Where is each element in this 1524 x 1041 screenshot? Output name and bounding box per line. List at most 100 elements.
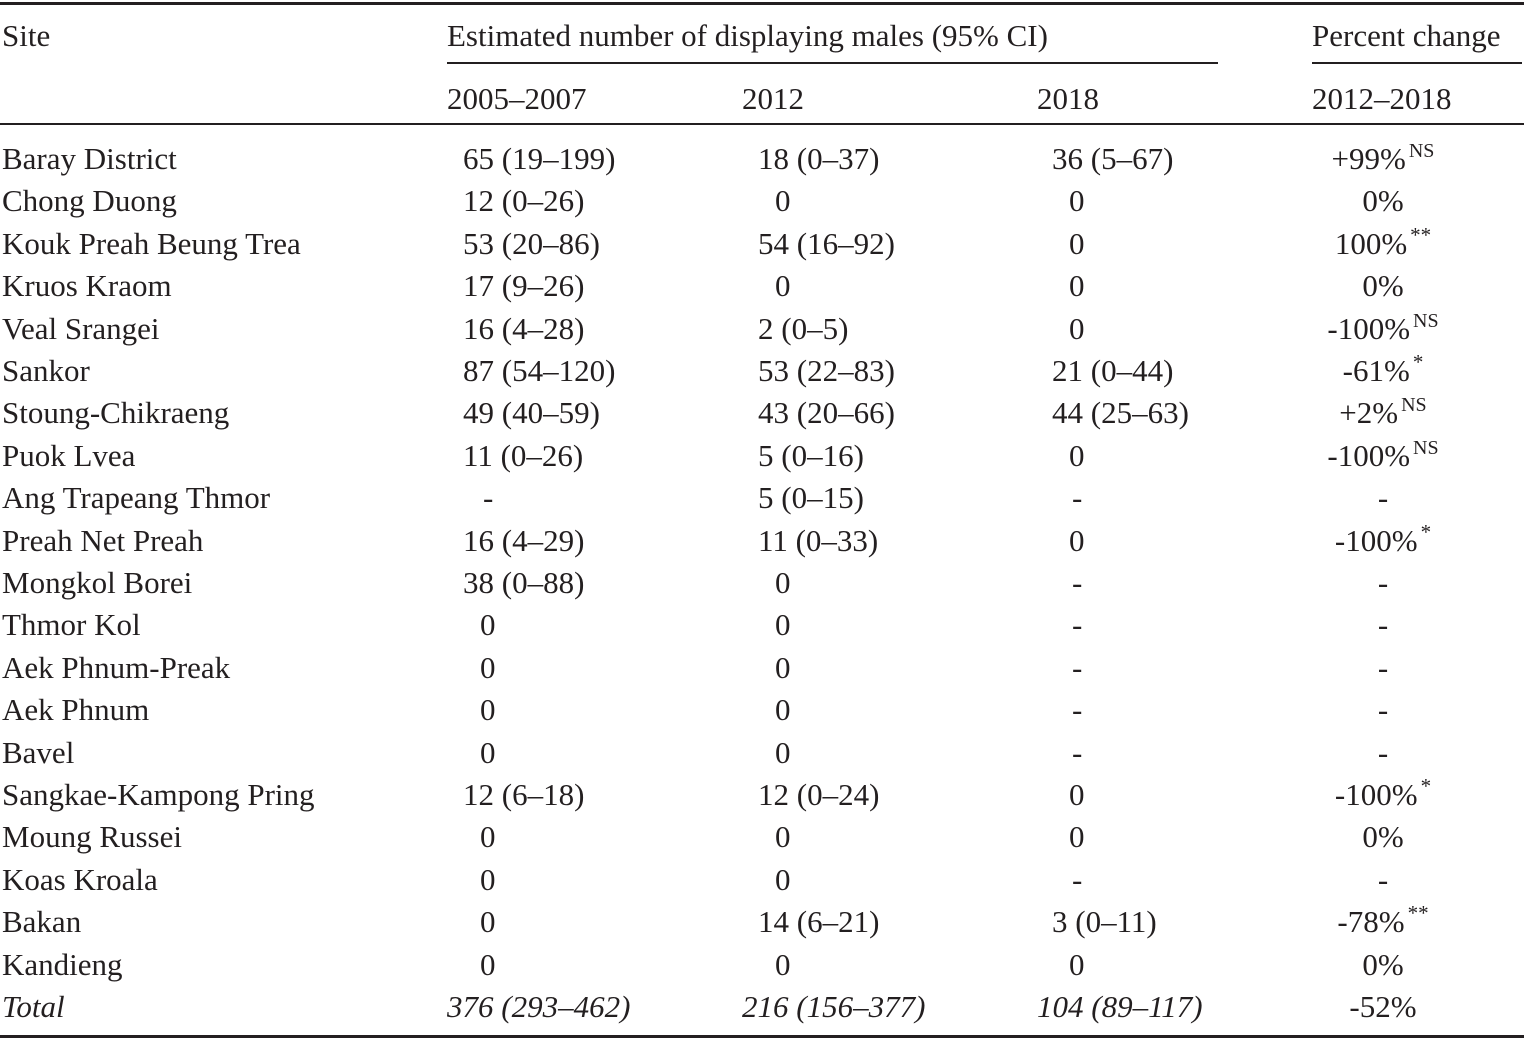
table-row: Kruos Kraom 17 (9–26) 0 0 0%	[0, 264, 1524, 306]
site-name: Moung Russei	[2, 819, 182, 855]
value-2018: -	[1072, 692, 1083, 728]
site-name: Baray District	[2, 141, 177, 176]
percent-change-cell: -	[1290, 737, 1476, 768]
percent-change-cell: -	[1290, 694, 1476, 725]
header-site: Site	[2, 18, 51, 53]
value-2005-2007: 0	[480, 861, 496, 897]
value-2012: 18 (0–37)	[758, 141, 880, 176]
percent-change-value: -	[1377, 607, 1389, 643]
value-2005-2007: 0	[480, 734, 496, 770]
table-row: Sangkae-Kampong Pring 12 (6–18) 12 (0–24) 0…	[0, 773, 1524, 815]
site-name: Koas Kroala	[2, 861, 158, 897]
table-row: Puok Lvea 11 (0–26) 5 (0–16) 0 -100% NS	[0, 434, 1524, 476]
header-year-2012: 2012	[742, 81, 804, 116]
table-row: Aek Phnum 0 0 - -	[0, 688, 1524, 730]
percent-change-value: 0%	[1362, 268, 1404, 304]
table-row: Sankor 87 (54–120) 53 (22–83) 21 (0–44) -61%…	[0, 349, 1524, 391]
percent-change-value: -78%	[1337, 904, 1405, 940]
value-2018: 0	[1069, 522, 1085, 558]
value-2018: 0	[1069, 946, 1085, 982]
significance-marker: NS	[1401, 394, 1427, 417]
significance-marker: NS	[1413, 309, 1439, 332]
percent-change-cell: -100% NS	[1290, 309, 1476, 346]
table-row: Kouk Preah Beung Trea 53 (20–86) 54 (16–92…	[0, 222, 1524, 264]
site-name: Ang Trapeang Thmor	[2, 480, 271, 516]
percent-change-value: 0%	[1362, 183, 1404, 219]
value-2018: 44 (25–63)	[1052, 395, 1189, 431]
significance-marker: **	[1407, 901, 1429, 926]
total-2005-2007: 376 (293–462)	[447, 989, 631, 1024]
percent-change-cell: 100% **	[1290, 224, 1476, 259]
value-2005-2007: 16 (4–28)	[463, 310, 585, 346]
significance-marker: *	[1420, 519, 1432, 544]
value-2012: 0	[775, 692, 791, 728]
percent-change-cell: -	[1290, 609, 1476, 640]
value-2012: 0	[775, 734, 791, 770]
group-underline	[447, 62, 1218, 64]
percent-change-cell: -78% **	[1290, 903, 1476, 940]
percent-change-cell: -	[1290, 864, 1476, 895]
percent-change-cell: 0%	[1290, 185, 1476, 216]
value-2012: 14 (6–21)	[758, 904, 880, 940]
value-2005-2007: 0	[480, 904, 496, 940]
site-name: Kandieng	[2, 946, 123, 982]
value-2018: -	[1072, 565, 1083, 600]
percent-change-cell: -	[1290, 652, 1476, 683]
value-2012: 0	[775, 183, 791, 219]
value-2018: 0	[1069, 777, 1085, 812]
percent-change-value: -100%	[1334, 522, 1418, 558]
table-row: Koas Kroala 0 0 - -	[0, 858, 1524, 900]
header-estimated-males: Estimated number of displaying males (95…	[447, 18, 1048, 53]
table-row: Chong Duong 12 (0–26) 0 0 0%	[0, 179, 1524, 221]
value-2005-2007: 65 (19–199)	[463, 141, 616, 176]
percent-change-cell: -	[1290, 482, 1476, 513]
percent-change-value: -61%	[1342, 353, 1410, 388]
site-name: Kruos Kraom	[2, 268, 172, 304]
value-2012: 0	[775, 946, 791, 982]
value-2005-2007: 38 (0–88)	[463, 565, 585, 600]
table-row: Bakan 0 14 (6–21) 3 (0–11) -78% **	[0, 900, 1524, 942]
site-name: Chong Duong	[2, 183, 177, 219]
percent-change-cell: 0%	[1290, 270, 1476, 301]
percent-change-value: -100%	[1327, 437, 1411, 473]
value-2018: 0	[1069, 268, 1085, 304]
significance-marker: NS	[1408, 140, 1435, 162]
site-name: Bavel	[2, 734, 75, 770]
table-row: Thmor Kol 0 0 - -	[0, 603, 1524, 645]
value-2012: 0	[775, 607, 791, 643]
total-label: Total	[2, 989, 65, 1024]
percent-change-value: 0%	[1362, 946, 1404, 982]
site-name: Bakan	[2, 904, 82, 940]
header-percent-change: Percent change	[1312, 18, 1501, 53]
percent-change-cell: 0%	[1290, 821, 1476, 852]
value-2012: 53 (22–83)	[758, 353, 895, 388]
value-2018: 0	[1069, 819, 1085, 855]
value-2005-2007: 17 (9–26)	[463, 268, 585, 304]
site-name: Sankor	[2, 353, 90, 388]
value-2018: 3 (0–11)	[1052, 904, 1157, 940]
total-row: Total 376 (293–462) 216 (156–377) 104 (89–1…	[0, 985, 1524, 1027]
value-2012: 0	[775, 565, 791, 600]
site-name: Mongkol Borei	[2, 565, 193, 600]
significance-marker: *	[1412, 350, 1424, 374]
value-2005-2007: 0	[480, 692, 496, 728]
percent-change-value: -	[1377, 861, 1389, 897]
percent-change-cell: +99% NS	[1290, 140, 1476, 174]
percent-change-value: -	[1377, 692, 1389, 728]
percent-change-value: -	[1377, 480, 1389, 516]
header-percent-period: 2012–2018	[1312, 81, 1452, 116]
value-2018: -	[1072, 734, 1083, 770]
site-name: Aek Phnum	[2, 692, 150, 728]
percent-change-value: -	[1377, 565, 1389, 600]
percent-change-value: -100%	[1327, 310, 1411, 346]
total-2018: 104 (89–117)	[1037, 989, 1203, 1024]
value-2005-2007: 12 (0–26)	[463, 183, 585, 219]
value-2012: 12 (0–24)	[758, 777, 880, 812]
site-name: Veal Srangei	[2, 310, 160, 346]
table-row: Moung Russei 0 0 0 0%	[0, 815, 1524, 857]
value-2005-2007: 87 (54–120)	[463, 353, 616, 388]
value-2018: -	[1072, 649, 1083, 685]
percent-change-value: -100%	[1334, 777, 1418, 812]
value-2012: 0	[775, 819, 791, 855]
percent-change-cell: 0%	[1290, 949, 1476, 980]
